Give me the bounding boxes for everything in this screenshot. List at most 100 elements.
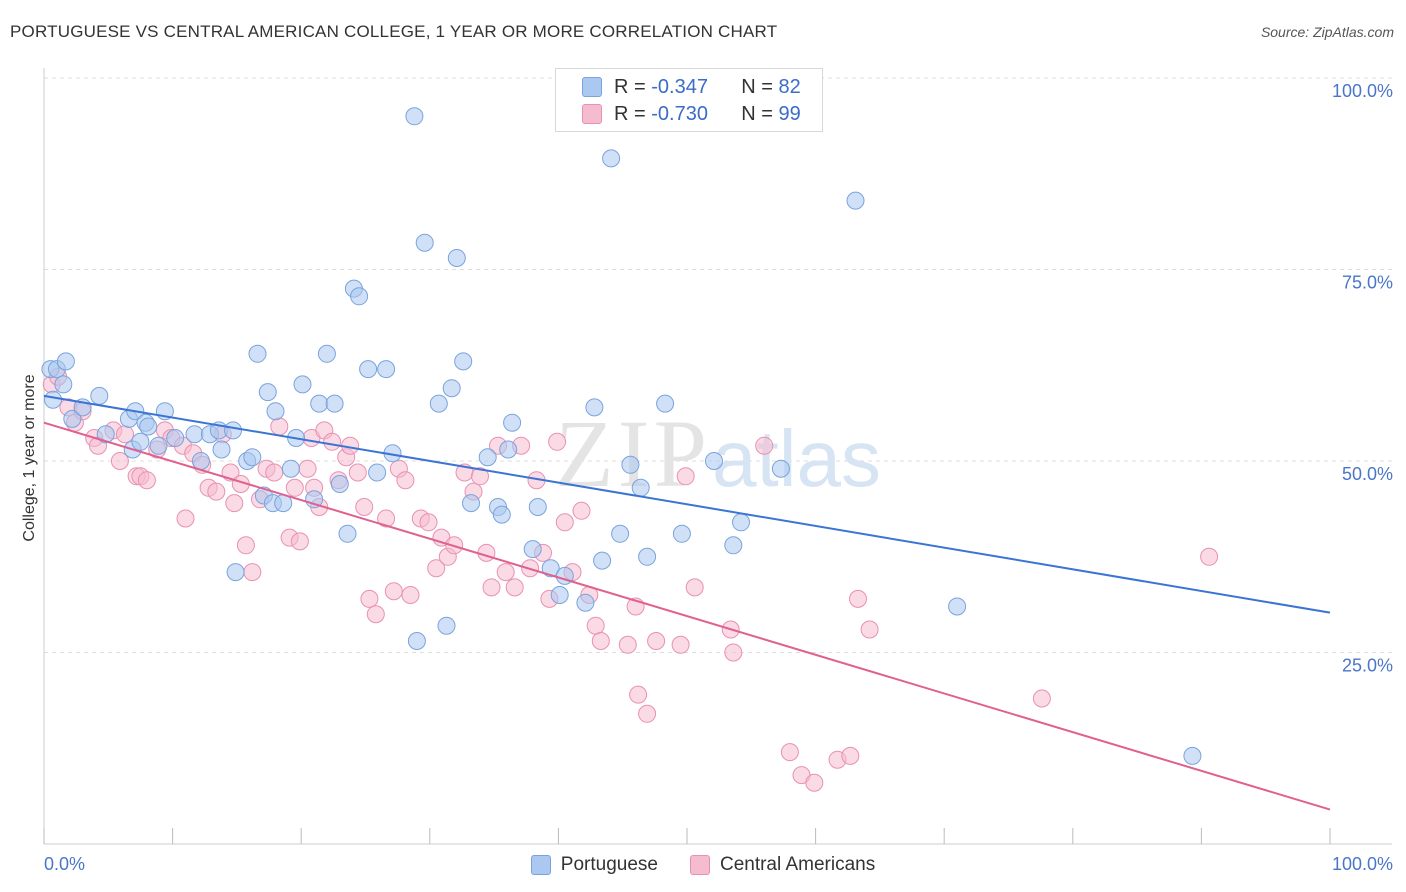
central-americans-point <box>780 743 799 762</box>
portuguese-point <box>478 448 497 467</box>
portuguese-point <box>131 432 150 451</box>
y-tick-label: 75.0% <box>1342 273 1393 293</box>
axes <box>43 68 1392 845</box>
legend-label-central: Central Americans <box>719 854 876 875</box>
x-tick-labels: 0.0% 100.0% <box>44 854 1393 874</box>
central-americans-point <box>671 635 690 654</box>
portuguese-point <box>44 390 62 409</box>
portuguese-point <box>462 494 480 513</box>
central-americans-point <box>1200 547 1219 566</box>
portuguese-point <box>585 398 604 417</box>
stats-row-central: R = -0.730 N = 99 <box>556 100 801 128</box>
central-americans-point <box>243 563 262 582</box>
central-americans-point <box>377 509 396 528</box>
portuguese-point <box>672 524 691 543</box>
portuguese-point <box>359 360 378 379</box>
portuguese-point <box>281 459 300 478</box>
portuguese-point <box>56 352 75 371</box>
r-label: R = <box>614 75 652 98</box>
central-americans-point <box>755 436 774 455</box>
portuguese-point <box>724 536 743 555</box>
central-americans-point <box>841 746 860 765</box>
portuguese-point <box>325 394 344 413</box>
portuguese-point <box>846 191 865 210</box>
portuguese-point <box>166 429 185 447</box>
portuguese-point <box>226 563 245 582</box>
series-legend: Portuguese Central Americans <box>0 852 1406 878</box>
central-americans-point <box>270 417 289 436</box>
central-americans-point <box>176 509 195 528</box>
central-americans-point <box>110 452 129 470</box>
central-americans-point <box>676 467 695 486</box>
central-americans-point <box>724 643 743 662</box>
portuguese-point <box>621 455 640 474</box>
central-americans-point <box>137 471 156 490</box>
central-americans-point <box>265 463 284 482</box>
portuguese-point <box>771 459 790 478</box>
y-tick-label: 50.0% <box>1342 464 1393 484</box>
portuguese-point <box>407 632 426 650</box>
central-americans-point <box>384 582 403 601</box>
portuguese-point <box>1183 746 1202 765</box>
portuguese-point <box>454 352 473 371</box>
central-americans-point <box>360 589 379 608</box>
portuguese-point <box>429 394 448 413</box>
central-americans-point <box>591 632 610 650</box>
n-value: 99 <box>778 102 801 125</box>
portuguese-point <box>948 597 967 616</box>
portuguese-point <box>139 417 158 436</box>
portuguese-point <box>503 413 522 432</box>
portuguese-point <box>602 149 621 168</box>
chart-title: PORTUGUESE VS CENTRAL AMERICAN COLLEGE, … <box>10 22 778 41</box>
central-americans-point <box>471 467 489 486</box>
portuguese-point <box>631 478 650 497</box>
portuguese-point <box>330 475 349 493</box>
central-swatch <box>582 104 602 124</box>
portuguese-point <box>447 249 466 267</box>
portuguese-point <box>541 559 560 578</box>
portuguese-point <box>705 452 723 470</box>
central-americans-point <box>572 501 591 520</box>
central-americans-point <box>285 478 304 497</box>
portuguese-point <box>54 375 73 394</box>
x-tick-label: 0.0% <box>44 854 85 874</box>
r-value: -0.347 <box>651 75 708 98</box>
portuguese-point <box>442 379 461 398</box>
portuguese-point <box>611 524 630 543</box>
central-americans-point <box>805 773 824 792</box>
central-americans-point <box>482 578 501 597</box>
portuguese-point <box>191 452 210 470</box>
n-value: 82 <box>778 75 801 98</box>
central-americans-point <box>849 589 867 608</box>
central-americans-point <box>548 432 567 451</box>
portuguese-point <box>576 593 595 612</box>
portuguese-point <box>593 551 612 570</box>
central-americans-point <box>555 513 574 532</box>
legend-swatch-central <box>689 855 710 875</box>
central-americans-point <box>618 635 637 654</box>
central-americans-point <box>629 685 648 704</box>
legend-item-portuguese: Portuguese <box>530 854 658 876</box>
portuguese-point <box>523 540 542 559</box>
portuguese-point <box>248 344 267 363</box>
central-americans-point <box>116 425 134 444</box>
central-americans-point <box>477 543 496 562</box>
portuguese-point <box>377 360 396 379</box>
portuguese-point <box>350 287 369 306</box>
portuguese-point <box>224 421 242 440</box>
portuguese-point <box>550 586 569 604</box>
central-americans-point <box>207 482 226 501</box>
central-americans-point <box>496 563 515 582</box>
central-americans-point <box>427 559 446 578</box>
portuguese-point <box>528 498 547 516</box>
portuguese-swatch <box>582 77 602 97</box>
portuguese-point <box>149 436 168 455</box>
central-americans-point <box>225 494 244 513</box>
stats-legend: R = -0.347 N = 82 R = -0.730 N = 99 <box>555 68 823 132</box>
central-americans-point <box>647 632 666 650</box>
portuguese-point <box>405 107 424 126</box>
trend-lines <box>43 394 1331 811</box>
portuguese-point <box>185 425 204 444</box>
central-americans-point <box>419 513 438 532</box>
portuguese-point <box>437 616 456 635</box>
